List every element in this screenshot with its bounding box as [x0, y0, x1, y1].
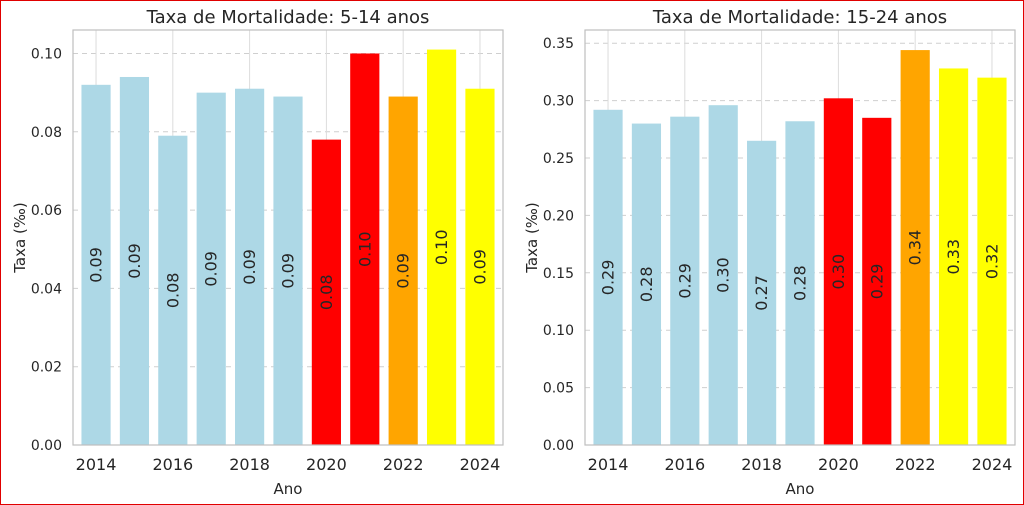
bar-2020 [311, 139, 341, 446]
y-tick-label: 0.08 [31, 125, 62, 141]
bar-value-label: 0.27 [752, 275, 771, 311]
chart-title: Taxa de Mortalidade: 15-24 anos [652, 7, 947, 28]
bar-2014 [81, 84, 111, 446]
bar-2018 [235, 88, 265, 446]
bar-value-label: 0.29 [599, 260, 618, 296]
bar-2019 [273, 96, 303, 445]
bar-2023 [426, 49, 457, 445]
bar-2024 [465, 88, 495, 446]
y-tick-label: 0.15 [543, 266, 574, 282]
chart-mortality-15-24: 0.00 0.05 0.10 0.15 0.20 0.25 0.30 0.35 2014 2016… [523, 7, 1016, 498]
bar-2017 [708, 105, 738, 445]
y-tick-label: 0.20 [543, 208, 574, 224]
bar-value-label: 0.09 [125, 243, 144, 279]
x-tick-label: 2022 [895, 455, 936, 474]
x-tick-label: 2018 [741, 455, 782, 474]
x-tick-label: 2014 [76, 455, 117, 474]
bar-value-label: 0.09 [87, 247, 106, 283]
bar-value-label: 0.10 [355, 231, 374, 267]
y-tick-label: 0.25 [543, 151, 574, 167]
plot-area-border [72, 29, 504, 446]
bar-2015 [119, 76, 150, 445]
bar-value-label: 0.09 [202, 251, 221, 287]
bar-2024 [977, 77, 1007, 445]
plot-area-border [584, 29, 1016, 446]
bar-2016 [670, 116, 700, 445]
bar-value-label: 0.32 [982, 244, 1001, 280]
bar-2016 [158, 135, 188, 445]
x-tick-label: 2020 [306, 455, 347, 474]
bar-value-label: 0.09 [470, 249, 489, 285]
bar-value-label: 0.09 [279, 253, 298, 289]
bar-2015 [631, 123, 662, 445]
bar-value-label: 0.10 [432, 229, 451, 265]
bar-value-label: 0.33 [944, 239, 963, 275]
x-tick-label: 2016 [152, 455, 193, 474]
bar-2018 [747, 140, 777, 445]
x-axis-label: Ano [786, 480, 815, 498]
chart-mortality-5-14: 0.00 0.02 0.04 0.06 0.08 0.10 2014 2016 2018 2020… [11, 7, 504, 498]
bar-value-label: 0.08 [317, 274, 336, 310]
x-tick-label: 2024 [972, 455, 1013, 474]
y-tick-label: 0.06 [31, 203, 62, 219]
y-axis-label: Taxa (‰) [523, 202, 541, 274]
bar-2021 [350, 53, 380, 445]
y-tick-label: 0.02 [31, 360, 62, 376]
bar-2022 [900, 50, 930, 445]
bar-value-label: 0.28 [791, 265, 810, 301]
y-tick-label: 0.04 [31, 281, 62, 297]
bar-2022 [388, 96, 418, 445]
bar-value-label: 0.29 [675, 263, 694, 299]
bar-2023 [938, 68, 969, 445]
bar-2020 [823, 98, 853, 446]
x-tick-label: 2022 [383, 455, 424, 474]
x-tick-label: 2024 [460, 455, 501, 474]
y-tick-label: 0.05 [543, 381, 574, 397]
x-axis-label: Ano [274, 480, 303, 498]
bar-value-label: 0.08 [163, 273, 182, 309]
bar-value-label: 0.34 [906, 230, 925, 266]
bar-value-label: 0.09 [394, 253, 413, 289]
bar-value-label: 0.30 [829, 254, 848, 290]
y-tick-label: 0.00 [31, 438, 62, 454]
y-tick-label: 0.35 [543, 36, 574, 52]
x-tick-label: 2016 [664, 455, 705, 474]
bar-value-label: 0.09 [240, 249, 259, 285]
bar-2017 [196, 92, 226, 445]
bar-2014 [593, 109, 623, 445]
bar-2021 [862, 117, 892, 445]
bar-value-label: 0.30 [714, 257, 733, 293]
bar-value-label: 0.29 [867, 264, 886, 300]
bar-2019 [785, 121, 815, 445]
y-tick-label: 0.10 [543, 323, 574, 339]
y-tick-label: 0.10 [31, 46, 62, 62]
y-axis-label: Taxa (‰) [11, 202, 29, 274]
y-tick-label: 0.00 [543, 438, 574, 454]
y-tick-label: 0.30 [543, 94, 574, 110]
x-tick-label: 2018 [229, 455, 270, 474]
chart-title: Taxa de Mortalidade: 5-14 anos [146, 7, 430, 28]
bar-value-label: 0.28 [637, 266, 656, 302]
x-tick-label: 2014 [588, 455, 629, 474]
x-tick-label: 2020 [818, 455, 859, 474]
